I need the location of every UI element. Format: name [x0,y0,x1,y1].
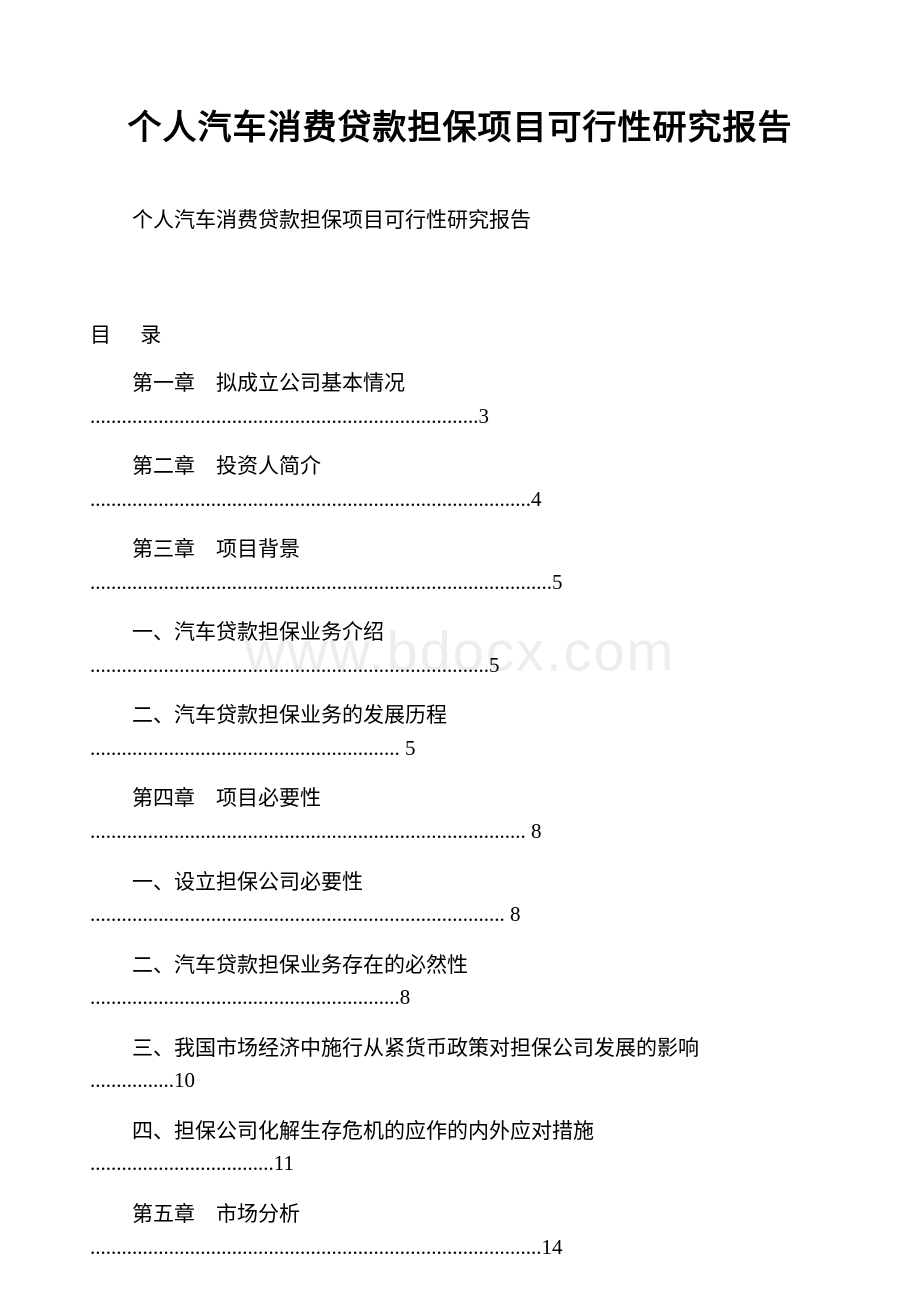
subtitle: 个人汽车消费贷款担保项目可行性研究报告 [132,204,830,234]
toc-entry: 第三章 项目背景 ...............................… [90,533,830,598]
toc-entry: 一、设立担保公司必要性 ............................… [90,866,830,931]
toc-dots: ........................................… [90,567,830,599]
toc-label: 第二章 投资人简介 [132,450,830,484]
toc-entry: 第一章 拟成立公司基本情况 ..........................… [90,367,830,432]
toc-entry: 一、汽车贷款担保业务介绍 ...........................… [90,616,830,681]
main-title: 个人汽车消费贷款担保项目可行性研究报告 [90,100,830,149]
toc-entry: 第四章 项目必要性 ..............................… [90,782,830,847]
toc-dots: ........................................… [90,733,830,765]
toc-dots: ...................................11 [90,1148,830,1180]
toc-dots: ........................................… [90,484,830,516]
toc-label: 第三章 项目背景 [132,533,830,567]
toc-title: 目 录 [90,319,830,349]
toc-label: 第一章 拟成立公司基本情况 [132,367,830,401]
toc-dots: ........................................… [90,816,830,848]
toc-label: 一、汽车贷款担保业务介绍 [132,616,830,650]
toc-dots: ........................................… [90,1232,830,1264]
toc-label: 三、我国市场经济中施行从紧货币政策对担保公司发展的影响 [132,1032,830,1066]
toc-entry: 第五章 市场分析 ...............................… [90,1198,830,1263]
toc-entry: 第二章 投资人简介 ..............................… [90,450,830,515]
toc-label: 第五章 市场分析 [132,1198,830,1232]
toc-dots: ................10 [90,1065,830,1097]
toc-label: 二、汽车贷款担保业务存在的必然性 [132,949,830,983]
toc-dots: ........................................… [90,982,830,1014]
toc-label: 第四章 项目必要性 [132,782,830,816]
toc-entry: 三、我国市场经济中施行从紧货币政策对担保公司发展的影响 ............… [90,1032,830,1097]
document-content: 个人汽车消费贷款担保项目可行性研究报告 个人汽车消费贷款担保项目可行性研究报告 … [90,100,830,1263]
toc-dots: ........................................… [90,401,830,433]
toc-entry: 二、汽车贷款担保业务的发展历程 ........................… [90,699,830,764]
toc-label: 二、汽车贷款担保业务的发展历程 [132,699,830,733]
toc-dots: ........................................… [90,650,830,682]
toc-label: 一、设立担保公司必要性 [132,866,830,900]
toc-dots: ........................................… [90,899,830,931]
toc-label: 四、担保公司化解生存危机的应作的内外应对措施 [132,1115,830,1149]
toc-entry: 四、担保公司化解生存危机的应作的内外应对措施 .................… [90,1115,830,1180]
toc-entry: 二、汽车贷款担保业务存在的必然性 .......................… [90,949,830,1014]
